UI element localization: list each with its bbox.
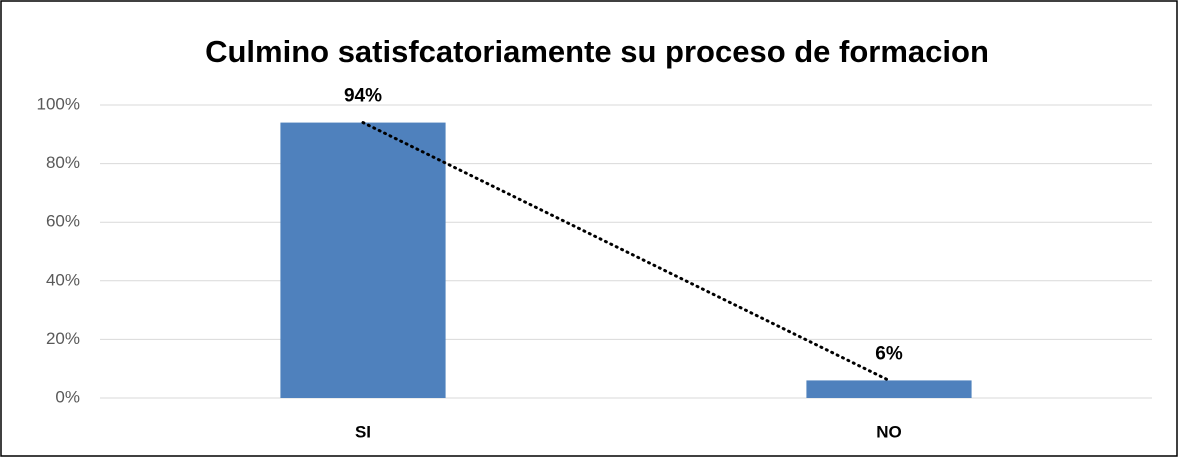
bar	[806, 380, 972, 398]
y-tick-label: 40%	[46, 270, 80, 289]
y-tick-label: 0%	[55, 387, 80, 406]
x-tick-label: NO	[876, 422, 902, 441]
bar	[280, 122, 446, 398]
y-tick-label: 60%	[46, 212, 80, 231]
y-tick-label: 100%	[37, 94, 80, 113]
value-label: 6%	[875, 343, 903, 364]
trendline	[361, 121, 891, 382]
x-tick-label: SI	[355, 422, 371, 441]
value-label: 94%	[344, 86, 382, 107]
y-tick-label: 20%	[46, 329, 80, 348]
chart-title: Culmino satisfcatoriamente su proceso de…	[205, 34, 989, 69]
y-tick-label: 80%	[46, 153, 80, 172]
